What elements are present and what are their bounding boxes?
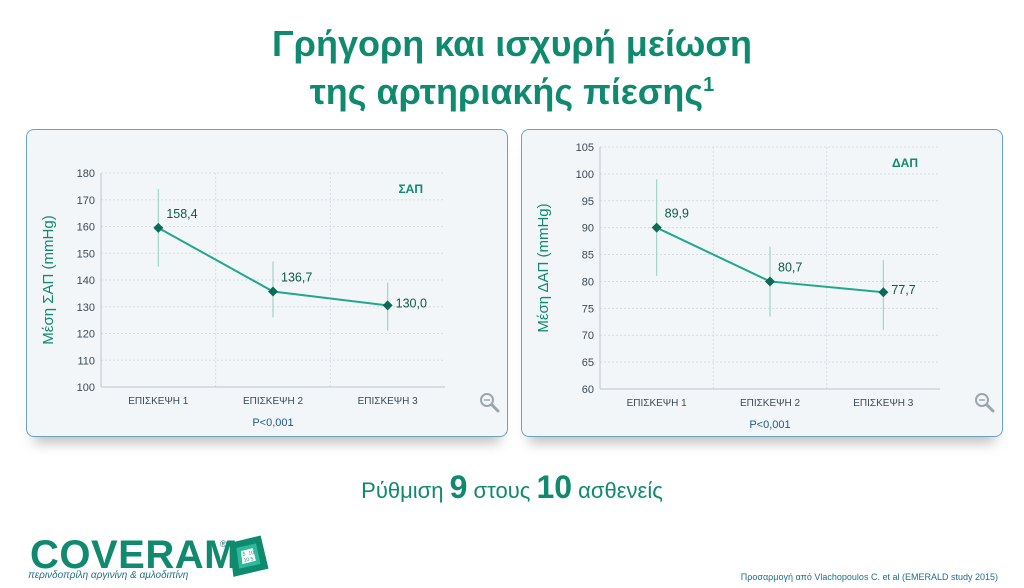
x-tick-label: ΕΠΙΣΚΕΨΗ 1 xyxy=(627,398,688,409)
zoom-icon-lens xyxy=(975,393,989,407)
y-tick-label: 80 xyxy=(582,276,594,288)
x-tick-label: ΕΠΙΣΚΕΨΗ 2 xyxy=(243,396,304,407)
series-label: ΔΑΠ xyxy=(892,156,918,170)
p-value-note: P<0,001 xyxy=(749,419,790,431)
y-tick-label: 95 xyxy=(582,196,594,208)
y-tick-label: 120 xyxy=(77,329,95,341)
y-tick-label: 140 xyxy=(77,275,95,287)
y-tick-label: 65 xyxy=(582,357,594,369)
registered-mark: ® xyxy=(220,539,227,549)
y-tick-label: 70 xyxy=(582,330,594,342)
y-tick-label: 130 xyxy=(77,302,95,314)
data-point xyxy=(765,276,775,287)
logo-box-digit: 5 xyxy=(242,551,246,557)
data-point xyxy=(268,286,278,297)
y-tick-label: 90 xyxy=(582,223,594,235)
y-tick-label: 110 xyxy=(77,355,95,367)
zoom-icon-lens xyxy=(480,393,494,407)
data-label: 136,7 xyxy=(281,271,312,285)
y-tick-label: 100 xyxy=(576,169,594,181)
data-label: 80,7 xyxy=(778,260,802,274)
data-point xyxy=(153,222,164,233)
brand-logo: COVERAM ® xyxy=(30,535,238,575)
zoom-icon[interactable] xyxy=(975,393,995,413)
data-point xyxy=(382,300,393,311)
total-count: 10 xyxy=(536,469,573,505)
y-tick-label: 85 xyxy=(582,250,594,262)
zoom-icon-handle xyxy=(490,403,500,413)
brand-name: COVERAM xyxy=(30,533,238,577)
data-label: 158,4 xyxy=(166,207,197,221)
x-tick-label: ΕΠΙΣΚΕΨΗ 3 xyxy=(358,396,419,407)
brand-tagline: περινδοπρίλη αργινίνη & αμλοδιπίνη xyxy=(28,570,189,581)
reference-superscript: 1 xyxy=(703,74,715,96)
y-tick-label: 75 xyxy=(582,303,594,315)
page-title-line1: Γρήγορη και ισχυρή μείωση xyxy=(272,23,752,64)
logo-box-digit: 10 xyxy=(243,557,250,564)
control-count: 9 xyxy=(449,469,468,505)
y-tick-label: 150 xyxy=(77,248,95,260)
sbp-line-chart: 100 110 120 130 140 150 160 170 180 Μέση ΣΑΠ (mmH… xyxy=(40,168,500,429)
y-tick-label: 105 xyxy=(576,142,594,154)
data-label: 89,9 xyxy=(665,207,689,221)
p-value-note: P<0,001 xyxy=(252,417,293,429)
x-tick-label: ΕΠΙΣΚΕΨΗ 1 xyxy=(128,396,189,407)
logo-box-digit: 5 xyxy=(250,556,254,562)
x-tick-label: ΕΠΙΣΚΕΨΗ 3 xyxy=(853,398,914,409)
y-tick-label: 180 xyxy=(77,168,95,180)
y-tick-label: 160 xyxy=(77,222,95,234)
y-tick-label: 170 xyxy=(77,195,95,207)
y-tick-label: 100 xyxy=(77,382,95,394)
series-label: ΣΑΠ xyxy=(398,182,423,196)
y-axis-title: Μέση ΣΑΠ (mmHg) xyxy=(40,215,57,344)
data-label: 130,0 xyxy=(396,296,427,310)
zoom-icon-handle xyxy=(985,403,995,413)
logo-box-digit: 10 xyxy=(248,550,255,557)
dbp-line-chart: 60 65 70 75 80 85 90 95 100 105 Μέση ΔΑΠ (mmHg) ΔΑΠ… xyxy=(535,142,995,431)
page-title-line2: της αρτηριακής πίεσης1 xyxy=(309,71,715,112)
y-tick-label: 60 xyxy=(582,384,594,396)
y-axis-title: Μέση ΔΑΠ (mmHg) xyxy=(535,203,552,332)
sbp-chart-panel: 100 110 120 130 140 150 160 170 180 Μέση ΣΑΠ (mmH… xyxy=(26,129,508,437)
source-citation: Προσαρμογή από Vlachopoulos C. et al (EM… xyxy=(740,572,998,582)
dbp-chart-panel: 60 65 70 75 80 85 90 95 100 105 Μέση ΔΑΠ (mmHg) ΔΑΠ… xyxy=(521,129,1003,437)
control-rate-statement: Ρύθμιση 9 στους 10 ασθενείς xyxy=(361,469,663,505)
data-label: 77,7 xyxy=(891,283,915,297)
logo-box-icon: 5 10 10 5 xyxy=(229,535,269,577)
data-point xyxy=(878,287,889,298)
zoom-icon[interactable] xyxy=(480,393,500,413)
data-point xyxy=(651,222,662,233)
x-tick-label: ΕΠΙΣΚΕΨΗ 2 xyxy=(740,398,801,409)
